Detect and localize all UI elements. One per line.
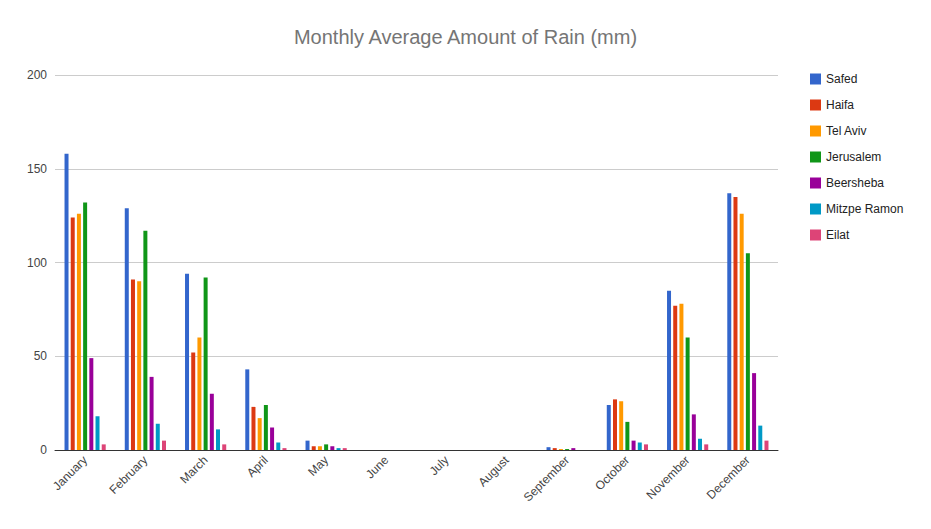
svg-text:Beersheba: Beersheba xyxy=(826,176,884,190)
svg-text:June: June xyxy=(363,453,392,482)
svg-text:100: 100 xyxy=(27,256,47,270)
svg-text:150: 150 xyxy=(27,162,47,176)
svg-text:Safed: Safed xyxy=(826,72,857,86)
svg-text:March: March xyxy=(177,453,210,486)
svg-text:September: September xyxy=(521,453,572,504)
svg-text:Monthly Average Amount of Rain: Monthly Average Amount of Rain (mm) xyxy=(294,26,637,48)
svg-text:Haifa: Haifa xyxy=(826,98,854,112)
svg-text:200: 200 xyxy=(27,68,47,82)
svg-text:Jerusalem: Jerusalem xyxy=(826,150,881,164)
svg-text:Tel Aviv: Tel Aviv xyxy=(826,124,866,138)
svg-text:July: July xyxy=(427,453,452,478)
svg-text:November: November xyxy=(644,453,693,502)
svg-text:August: August xyxy=(476,453,513,490)
svg-text:April: April xyxy=(244,453,271,480)
svg-text:December: December xyxy=(704,453,753,502)
svg-text:October: October xyxy=(592,453,632,493)
svg-text:Mitzpe Ramon: Mitzpe Ramon xyxy=(826,202,903,216)
svg-text:February: February xyxy=(107,453,151,497)
svg-text:50: 50 xyxy=(34,349,48,363)
svg-text:May: May xyxy=(305,453,331,479)
svg-text:January: January xyxy=(50,453,90,493)
svg-text:Eilat: Eilat xyxy=(826,228,850,242)
svg-text:0: 0 xyxy=(40,443,47,457)
